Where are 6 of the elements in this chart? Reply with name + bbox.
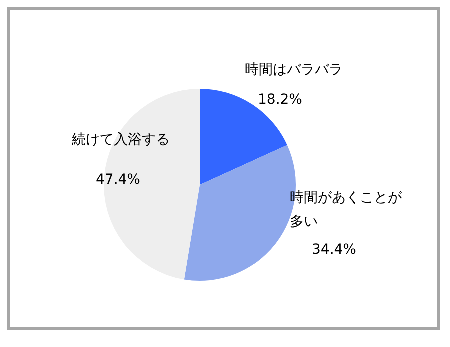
slice-label: 時間があくことが多い — [290, 189, 403, 232]
data-label: 47.4% — [96, 171, 140, 190]
data-label: 18.2% — [258, 91, 302, 110]
slice-label: 続けて入浴する — [72, 131, 171, 150]
data-label: 34.4% — [312, 241, 356, 260]
slice-label: 時間はバラバラ — [245, 61, 344, 80]
